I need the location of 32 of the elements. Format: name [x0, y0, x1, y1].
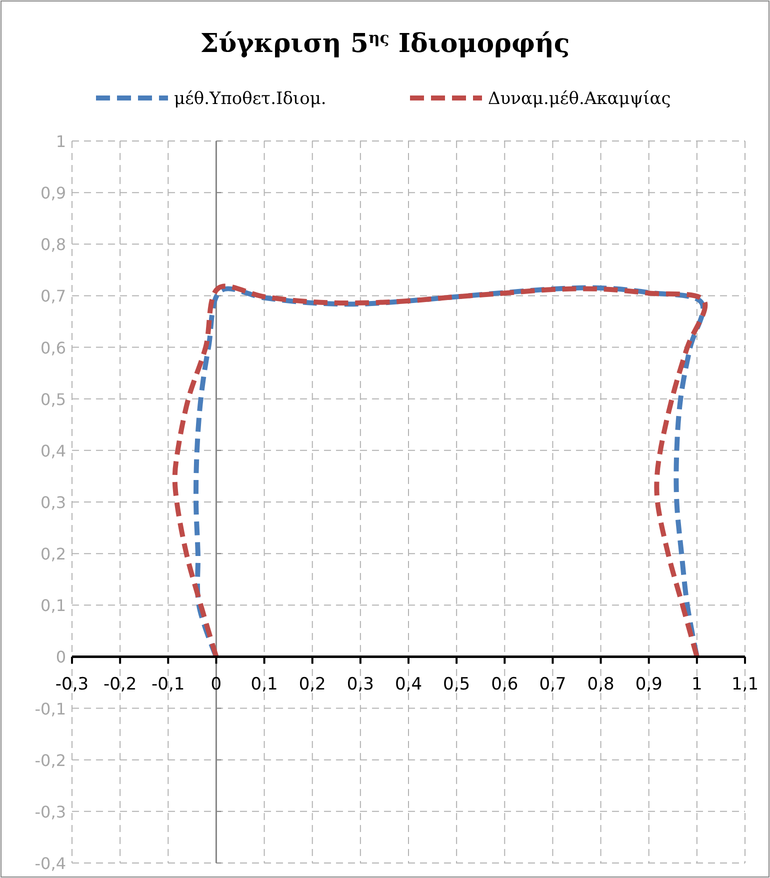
x-tick-label: 0,4 [394, 674, 422, 695]
chart-title: Σύγκριση 5$^{ης}$ Ιδιομορφής [200, 28, 570, 59]
y-tick-label: 0,4 [40, 441, 66, 460]
x-tick-label: -0,1 [152, 674, 185, 695]
x-tick-label: 0,5 [443, 674, 470, 695]
y-tick-label: 0,2 [40, 544, 66, 564]
x-tick-label: 0 [210, 674, 222, 695]
y-tick-label: 0,5 [40, 390, 66, 409]
x-tick-label: 1 [692, 674, 702, 695]
x-tick-label: 1,1 [731, 674, 759, 695]
y-tick-label: 0,1 [40, 596, 66, 616]
y-tick-label: 0,8 [40, 235, 66, 254]
y-tick-label: 0,6 [40, 338, 66, 358]
x-tick-label: 0,3 [346, 674, 374, 695]
y-tick-label: -0,2 [34, 750, 66, 770]
y-tick-label: -0,1 [34, 699, 66, 718]
y-tick-label: 0,3 [40, 493, 66, 512]
x-tick-label: 0,7 [539, 674, 566, 695]
y-tick-label: -0,4 [34, 854, 66, 873]
x-tick-label: 0,9 [635, 674, 662, 695]
x-tick-label: 0,8 [587, 674, 614, 695]
x-tick-label: 0,6 [491, 674, 518, 695]
y-tick-label: 0,9 [40, 184, 66, 203]
legend-label: μέθ.Υποθετ.Ιδιομ. [174, 89, 326, 109]
y-tick-label: 0,7 [40, 286, 66, 306]
y-tick-label: 0 [56, 648, 66, 667]
y-tick-label: -0,3 [34, 802, 66, 822]
x-tick-label: 0,2 [298, 674, 326, 695]
x-tick-label: -0,2 [103, 674, 137, 695]
x-tick-label: 0,1 [250, 674, 278, 695]
legend-label: Δυναμ.μέθ.Ακαμψίας [488, 89, 671, 109]
y-tick-label: 1 [56, 132, 66, 151]
